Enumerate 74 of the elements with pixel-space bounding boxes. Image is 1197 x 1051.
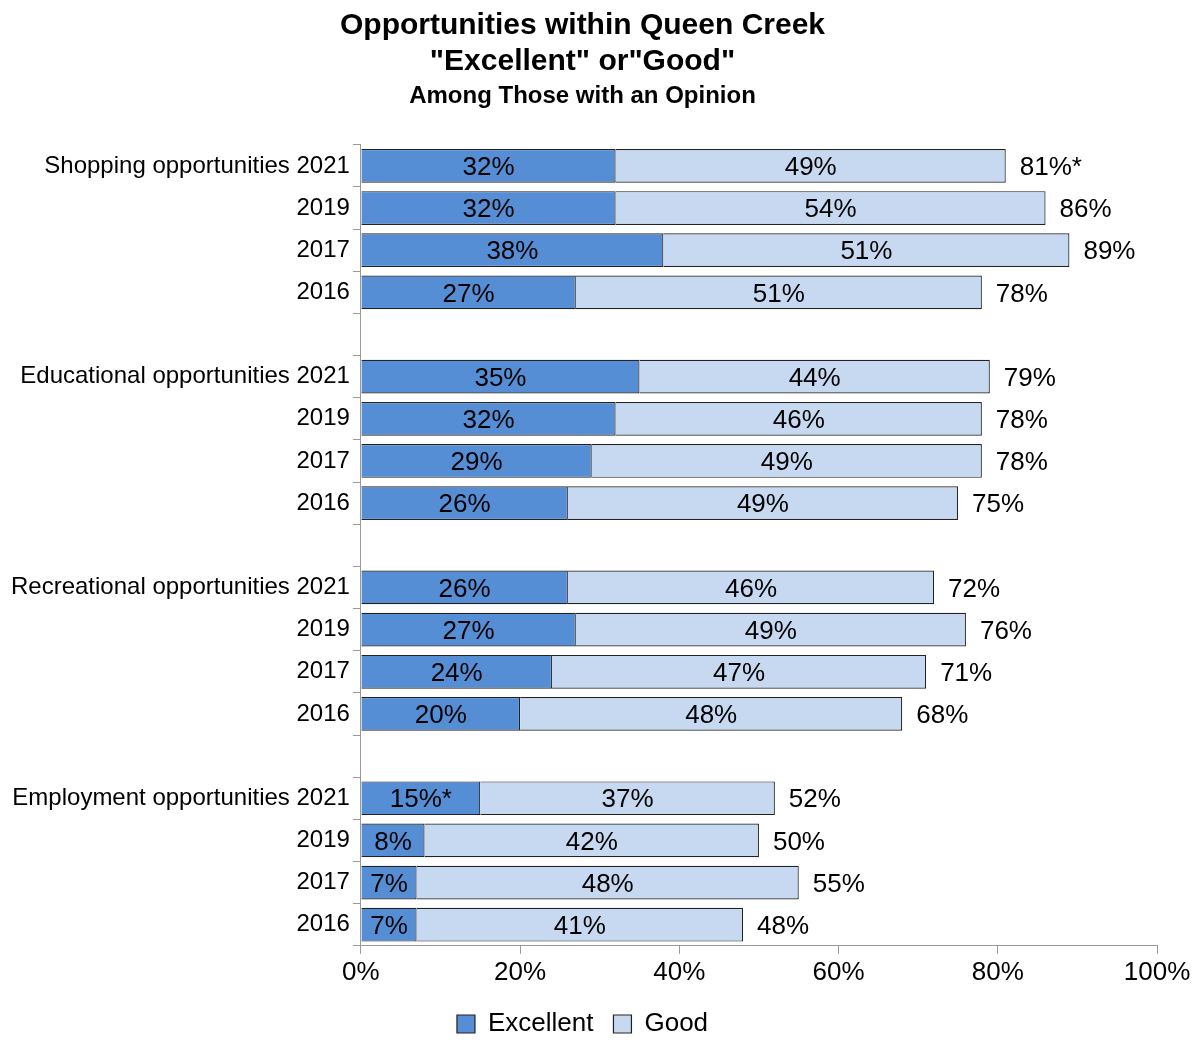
y-tick-label: Employment opportunities 2021 xyxy=(12,782,350,810)
total-label: 48% xyxy=(757,909,810,940)
data-label: 32% xyxy=(462,404,515,434)
total-label: 78% xyxy=(995,446,1048,477)
total-label: 81%* xyxy=(1019,151,1082,182)
data-label: 32% xyxy=(462,151,515,182)
total-label: 50% xyxy=(772,825,825,856)
data-label: 8% xyxy=(374,825,412,856)
chart-title: Opportunities within Queen Creek "Excellent" or"Good" xyxy=(339,7,826,77)
data-label: 49% xyxy=(744,614,797,645)
data-label: 46% xyxy=(724,572,778,603)
data-label: 7% xyxy=(370,909,408,940)
x-tick-label: 60% xyxy=(812,955,865,986)
x-tick-label: 40% xyxy=(653,955,706,986)
data-label: 51% xyxy=(752,277,805,308)
y-tick-label: 2016 xyxy=(296,909,350,937)
data-label: 41% xyxy=(553,909,606,940)
data-label: 54% xyxy=(804,193,857,224)
data-label: 49% xyxy=(760,446,813,477)
total-label: 55% xyxy=(812,867,865,898)
total-label: 79% xyxy=(1003,361,1056,392)
x-tick-label: 0% xyxy=(342,955,380,986)
total-label: 76% xyxy=(979,614,1032,645)
data-label: 47% xyxy=(713,656,766,687)
y-tick-label: 2016 xyxy=(296,276,350,304)
data-label: 32% xyxy=(462,193,515,224)
data-label: 26% xyxy=(438,488,491,519)
total-label: 52% xyxy=(788,783,841,814)
data-label: 15%* xyxy=(389,783,452,814)
y-tick-label: 2016 xyxy=(296,487,350,515)
y-tick-label: Educational opportunities 2021 xyxy=(20,361,350,389)
y-tick-label: 2017 xyxy=(296,656,350,684)
y-tick-label: 2019 xyxy=(296,614,350,642)
y-tick-label: 2017 xyxy=(296,867,350,895)
total-label: 78% xyxy=(995,277,1048,308)
y-tick-label: Recreational opportunities 2021 xyxy=(10,572,350,600)
data-label: 29% xyxy=(450,446,503,477)
data-label: 27% xyxy=(442,614,495,645)
total-label: 75% xyxy=(971,488,1025,519)
chart-subtitle: Among Those with an Opinion xyxy=(409,81,756,109)
data-label: 46% xyxy=(772,404,825,434)
y-tick-label: 2019 xyxy=(296,192,350,220)
y-tick-label: 2016 xyxy=(296,698,350,726)
data-label: 35% xyxy=(474,361,527,392)
total-label: 72% xyxy=(948,572,1001,603)
legend-label: Good xyxy=(644,1007,709,1038)
data-label: 42% xyxy=(565,825,618,856)
data-label: 44% xyxy=(788,361,841,392)
x-tick-label: 80% xyxy=(971,955,1024,986)
y-tick-label: 2017 xyxy=(296,445,350,473)
data-label: 27% xyxy=(442,277,495,308)
total-label: 68% xyxy=(916,699,969,730)
data-label: 49% xyxy=(736,488,789,519)
y-tick-label: Shopping opportunities 2021 xyxy=(44,150,350,178)
legend-label: Excellent xyxy=(487,1007,595,1038)
y-tick-label: 2019 xyxy=(296,825,350,853)
data-label: 48% xyxy=(685,699,738,730)
data-label: 48% xyxy=(581,867,634,898)
data-label: 26% xyxy=(438,572,491,603)
total-label: 71% xyxy=(940,656,993,687)
data-label: 24% xyxy=(430,656,483,687)
data-label: 51% xyxy=(840,235,893,266)
x-tick-label: 20% xyxy=(494,955,547,986)
data-label: 49% xyxy=(784,151,837,182)
data-label: 37% xyxy=(601,783,654,814)
data-label: 38% xyxy=(486,235,539,266)
y-tick-label: 2019 xyxy=(296,403,350,431)
total-label: 86% xyxy=(1059,193,1112,224)
total-label: 89% xyxy=(1083,235,1136,266)
y-tick-label: 2017 xyxy=(296,234,350,262)
total-label: 78% xyxy=(995,404,1048,434)
x-tick-label: 100% xyxy=(1123,955,1191,986)
data-label: 7% xyxy=(370,867,408,898)
data-label: 20% xyxy=(414,699,467,730)
